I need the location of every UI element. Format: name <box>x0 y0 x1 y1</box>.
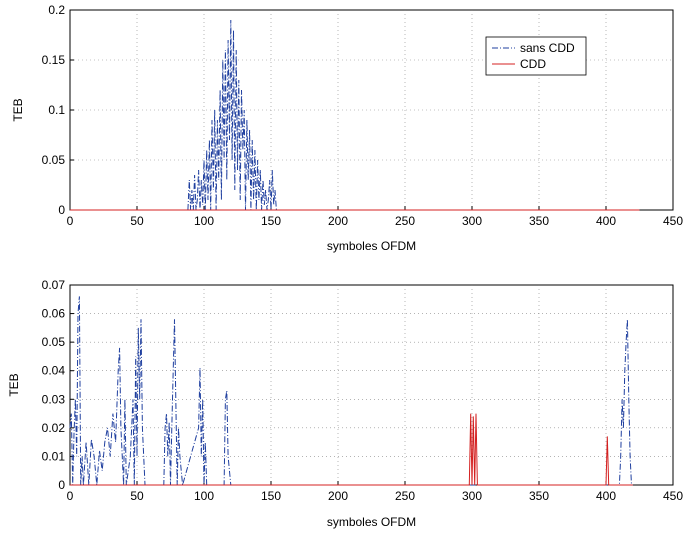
bottom-x-tick-label: 450 <box>663 489 683 503</box>
top-y-tick-label: 0.2 <box>48 3 65 17</box>
bottom-series-cdd <box>70 413 633 486</box>
legend-cdd-label: CDD <box>520 57 546 71</box>
bottom-y-axis-label: TEB <box>7 373 21 396</box>
top-x-tick-label: 250 <box>395 214 415 228</box>
top-ticks: 0 50 100 150 200 250 300 350 400 450 0 0.05 0.1 0.15 0… <box>42 3 683 228</box>
bottom-y-tick-label: 0.03 <box>42 392 66 406</box>
bottom-grid <box>70 285 673 485</box>
bottom-x-tick-label: 150 <box>261 489 281 503</box>
legend-sans-cdd-label: sans CDD <box>520 41 575 55</box>
bottom-x-tick-label: 50 <box>130 489 144 503</box>
bottom-x-tick-label: 100 <box>194 489 214 503</box>
top-x-tick-label: 450 <box>663 214 683 228</box>
bottom-plot-area <box>69 284 674 486</box>
top-grid <box>70 10 673 210</box>
top-x-tick-label: 200 <box>328 214 348 228</box>
bottom-y-tick-label: 0.02 <box>42 421 66 435</box>
bottom-y-tick-label: 0.06 <box>42 307 66 321</box>
bottom-x-axis-label: symboles OFDM <box>327 515 416 529</box>
bottom-y-tick-label: 0.07 <box>42 278 66 292</box>
bottom-ticks: 0 50 100 150 200 250 300 350 400 450 0 0.01 0.02 0.03… <box>42 278 683 503</box>
bottom-y-tick-label: 0.05 <box>42 335 66 349</box>
top-x-tick-label: 350 <box>529 214 549 228</box>
top-y-axis-label: TEB <box>11 98 25 121</box>
top-x-tick-label: 100 <box>194 214 214 228</box>
bottom-x-tick-label: 0 <box>67 489 74 503</box>
top-series <box>70 19 640 211</box>
bottom-y-tick-label: 0.01 <box>42 449 66 463</box>
top-legend: sans CDD CDD <box>485 36 587 76</box>
top-y-tick-label: 0.1 <box>48 103 65 117</box>
bottom-x-tick-label: 200 <box>328 489 348 503</box>
top-y-tick-label: 0 <box>58 203 65 217</box>
top-x-tick-label: 400 <box>596 214 616 228</box>
bottom-series-sans-cdd <box>69 296 633 486</box>
bottom-x-tick-label: 400 <box>596 489 616 503</box>
bottom-x-tick-label: 350 <box>529 489 549 503</box>
top-x-axis-label: symboles OFDM <box>327 239 416 253</box>
bottom-chart-panel: 0 50 100 150 200 250 300 350 400 450 0 0.01 0.02 0.03… <box>7 278 683 529</box>
bottom-series <box>69 296 633 486</box>
bottom-x-tick-label: 250 <box>395 489 415 503</box>
bottom-y-tick-label: 0.04 <box>42 364 66 378</box>
top-x-tick-label: 150 <box>261 214 281 228</box>
bottom-x-tick-label: 300 <box>462 489 482 503</box>
top-y-tick-label: 0.05 <box>42 153 66 167</box>
top-x-tick-label: 300 <box>462 214 482 228</box>
top-y-tick-label: 0.15 <box>42 53 66 67</box>
top-x-tick-label: 50 <box>130 214 144 228</box>
top-series-sans-cdd <box>187 19 640 211</box>
bottom-y-tick-label: 0 <box>58 478 65 492</box>
top-x-tick-label: 0 <box>67 214 74 228</box>
top-chart-panel: 0 50 100 150 200 250 300 350 400 450 0 0.05 0.1 0.15 0… <box>11 3 683 253</box>
legend-box <box>485 36 587 76</box>
